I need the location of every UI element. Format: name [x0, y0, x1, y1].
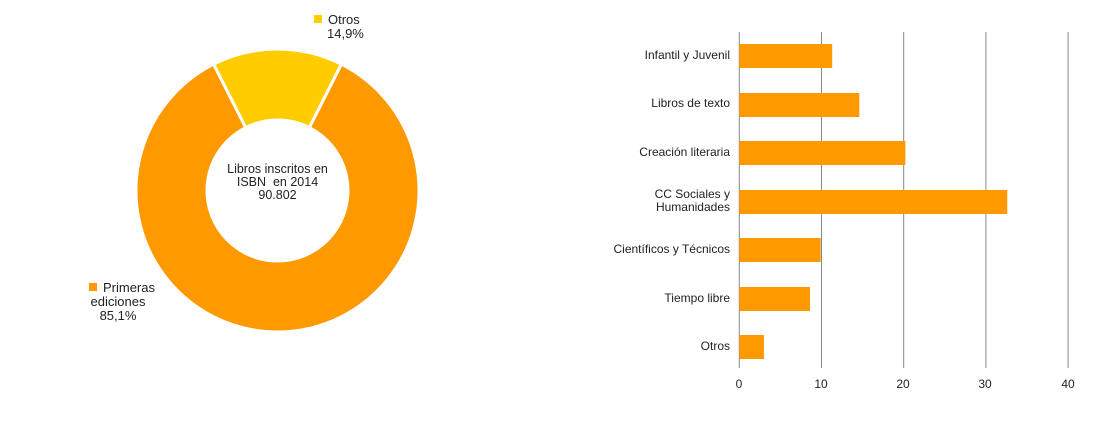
- donut-center-label: Libros inscritos en ISBN en 2014 90.802: [207, 163, 348, 202]
- legend-label-primeras-line2: ediciones: [90, 294, 146, 309]
- category-label: Libros de texto: [651, 96, 730, 110]
- legend-label-otros: Otros: [328, 12, 360, 27]
- legend-label-primeras-line1: Primeras: [102, 280, 155, 295]
- legend-swatch-primeras: [88, 283, 97, 291]
- center-label-line2: ISBN en 2014: [236, 175, 319, 189]
- center-label-total: 90.802: [258, 188, 297, 202]
- bar: [739, 141, 906, 165]
- category-label: Creación literaria: [639, 145, 730, 159]
- bar-chart: [738, 32, 1069, 368]
- category-label-line2: Humanidades: [655, 200, 730, 214]
- legend-pct-primeras: 85,1%: [99, 308, 137, 323]
- donut-slice-primeras-ediciones: [134, 62, 421, 334]
- x-tick-label: 40: [1061, 377, 1075, 391]
- bar: [739, 335, 764, 359]
- category-labels: Infantil y Juvenil Libros de texto Creac…: [560, 0, 731, 423]
- legend-swatch-otros: [314, 15, 322, 23]
- x-tick-label: 0: [735, 377, 743, 391]
- bar: [739, 93, 860, 117]
- legend-primeras-ediciones: Primeras ediciones 85,1%: [68, 281, 168, 323]
- bar: [739, 238, 821, 262]
- x-tick-label: 20: [896, 377, 910, 391]
- x-tick-label: 30: [978, 377, 992, 391]
- bar: [739, 287, 810, 311]
- legend-pct-otros: 14,9%: [327, 26, 364, 41]
- category-label: Científicos y Técnicos: [613, 242, 731, 256]
- legend-otros: Otros 14,9%: [314, 13, 364, 41]
- bars: [739, 44, 1008, 359]
- donut-slice-otros: [211, 47, 344, 130]
- bar-chart-panel: Infantil y Juvenil Libros de texto Creac…: [560, 0, 1116, 423]
- donut-chart: [134, 47, 421, 334]
- center-label-line1: Libros inscritos en: [227, 162, 328, 176]
- bar: [739, 190, 1008, 214]
- category-label-line1: CC Sociales y: [654, 187, 730, 201]
- category-label: CC Sociales y Humanidades: [550, 188, 730, 214]
- category-label: Tiempo libre: [664, 291, 730, 305]
- bar: [739, 44, 833, 68]
- category-label: Infantil y Juvenil: [644, 48, 730, 62]
- donut-chart-panel: Libros inscritos en ISBN en 2014 90.802 …: [0, 0, 560, 423]
- x-tick-label: 10: [814, 377, 828, 391]
- category-label: Otros: [700, 339, 730, 353]
